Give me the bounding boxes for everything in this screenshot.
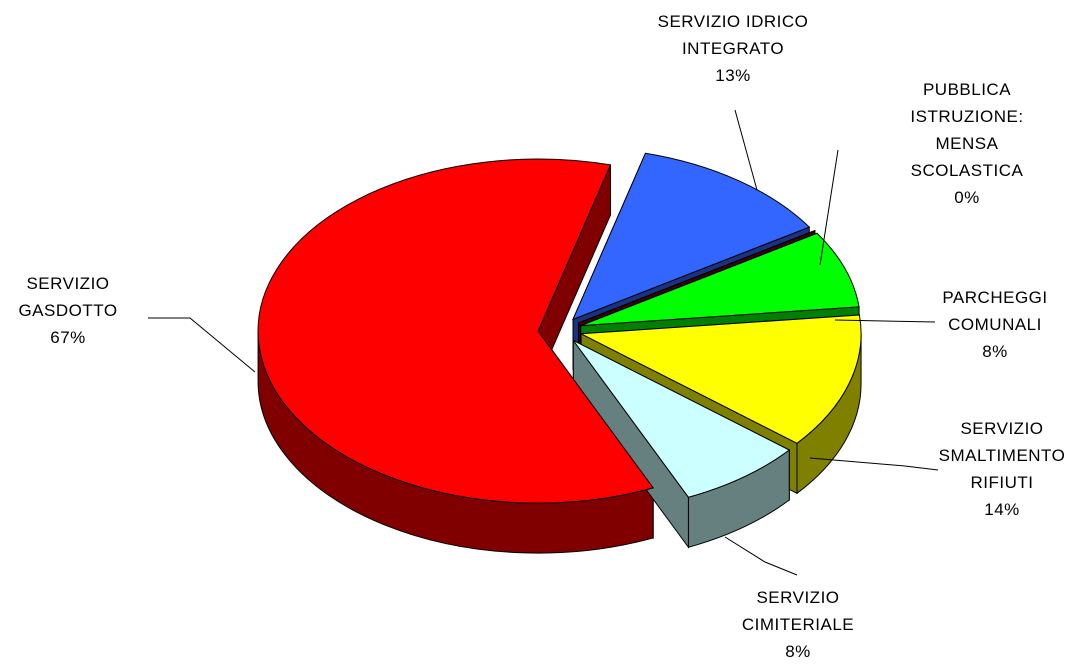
data-label: SERVIZIO GASDOTTO 67% [13,270,123,351]
slice [579,314,862,444]
value-label: 8% [785,642,811,661]
data-label: SERVIZIO CIMITERIALE 8% [723,584,873,664]
category-label: PUBBLICA ISTRUZIONE: MENSA SCOLASTICA [910,80,1024,180]
value-label: 13% [715,66,751,85]
leader-line [148,317,256,373]
value-label: 14% [984,500,1020,519]
data-label: PARCHEGGI COMUNALI 8% [930,284,1060,365]
leader-line [734,109,758,191]
category-label: SERVIZIO GASDOTTO [18,274,118,320]
category-label: SERVIZIO SMALTIMENTO RIFIUTI [938,419,1066,492]
leader-line [819,149,839,266]
value-label: 8% [982,342,1008,361]
slice [580,232,860,327]
category-label: SERVIZIO IDRICO INTEGRATO [657,12,809,58]
data-label: SERVIZIO IDRICO INTEGRATO 13% [633,8,833,89]
slice [572,340,791,498]
category-label: PARCHEGGI COMUNALI [942,288,1048,334]
value-label: 67% [50,328,86,347]
category-label: SERVIZIO CIMITERIALE [741,588,855,634]
leader-line [724,536,798,576]
data-label: PUBBLICA ISTRUZIONE: MENSA SCOLASTICA 0% [902,76,1032,211]
slice [257,158,655,504]
slice [572,152,811,321]
value-label: 0% [954,188,980,207]
leader-line [809,457,939,471]
leader-line [834,319,936,323]
data-label: SERVIZIO SMALTIMENTO RIFIUTI 14% [930,415,1075,523]
